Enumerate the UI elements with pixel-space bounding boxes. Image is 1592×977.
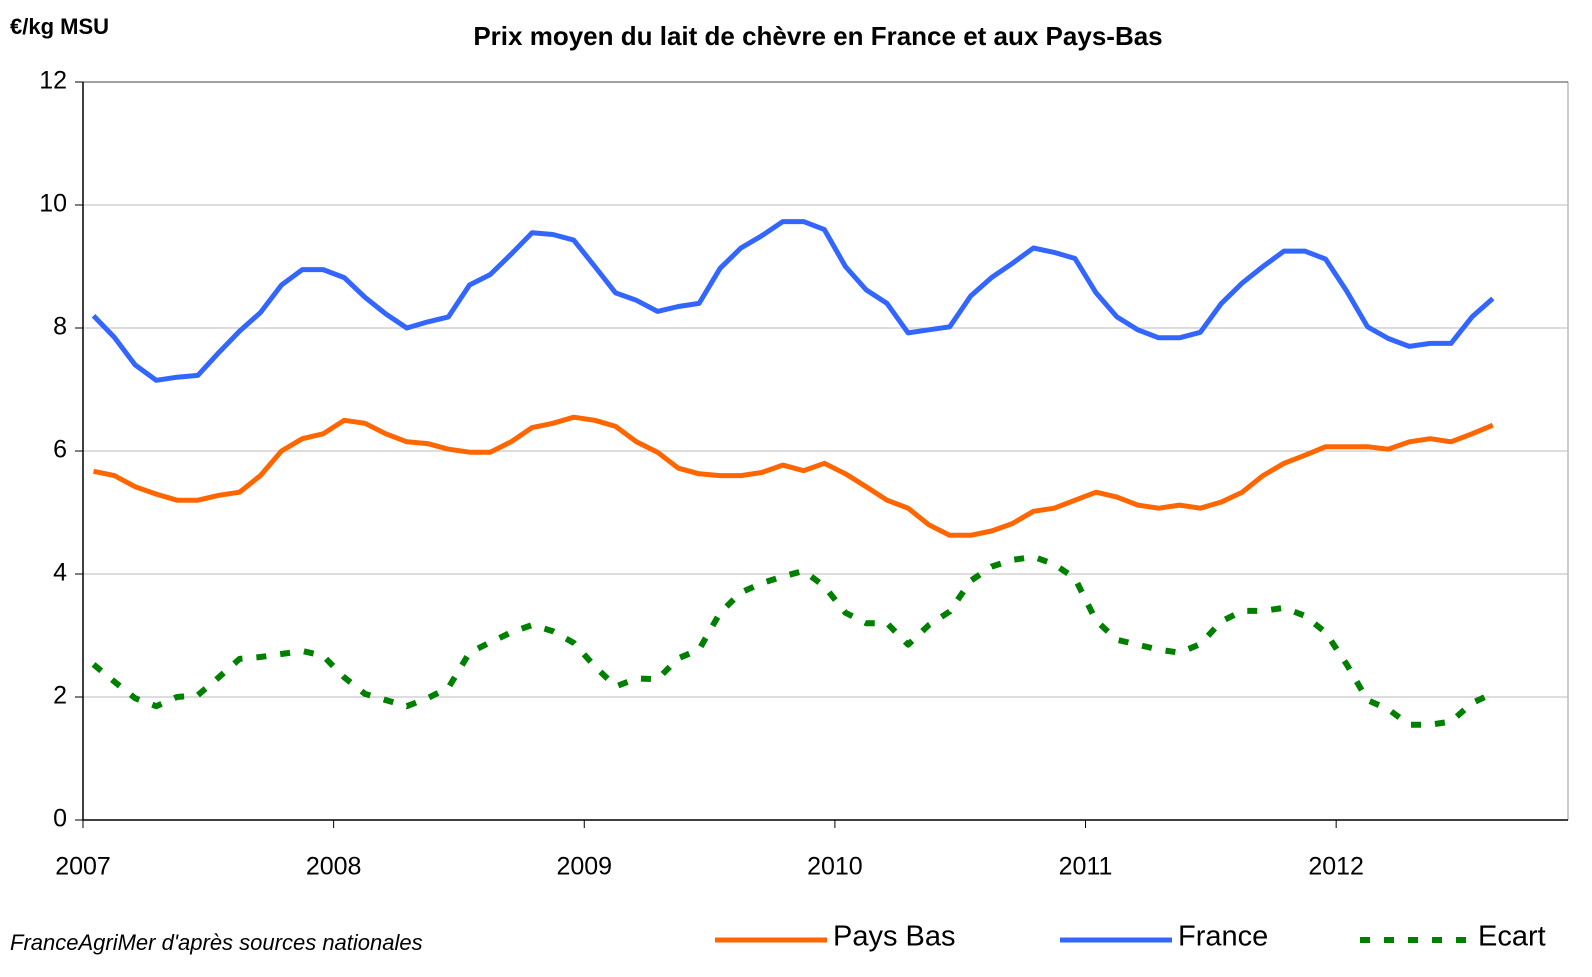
series-line: [92, 414, 1494, 538]
legend-label: Pays Bas: [833, 921, 956, 953]
y-tick-label: 12: [39, 67, 67, 95]
y-tick-label: 6: [53, 436, 67, 464]
legend-label: France: [1178, 921, 1268, 953]
x-tick-label: 2009: [556, 853, 612, 881]
x-tick-label: 2008: [306, 853, 362, 881]
y-tick-label: 10: [39, 190, 67, 218]
y-tick-label: 8: [53, 313, 67, 341]
x-tick-label: 2010: [807, 853, 863, 881]
legend-label: Ecart: [1478, 921, 1546, 953]
series-line: [91, 553, 1495, 728]
y-tick-label: 0: [53, 805, 67, 833]
x-tick-label: 2012: [1308, 853, 1364, 881]
y-tick-label: 4: [53, 559, 67, 587]
y-tick-label: 2: [53, 682, 67, 710]
x-tick-label: 2011: [1059, 853, 1113, 881]
x-tick-label: 2007: [55, 853, 111, 881]
series-line: [91, 219, 1495, 383]
chart-title: Prix moyen du lait de chèvre en France e…: [473, 21, 1162, 51]
y-axis-label: €/kg MSU: [10, 14, 109, 39]
source-note: FranceAgriMer d'après sources nationales: [10, 930, 423, 955]
